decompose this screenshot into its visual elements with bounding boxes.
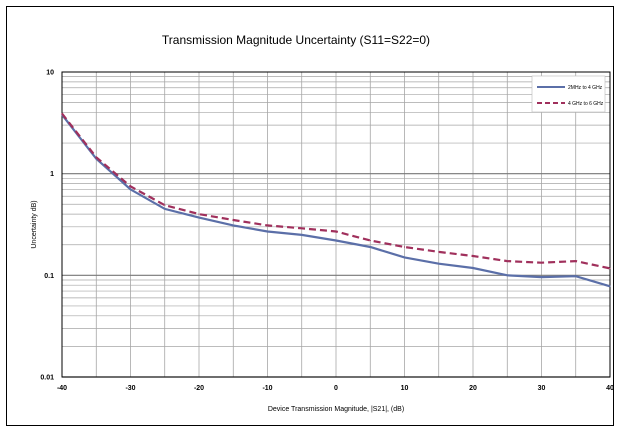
series-2-point	[575, 260, 577, 262]
series-1-point	[506, 274, 508, 276]
series-2-point	[129, 185, 132, 187]
series-2-point	[403, 246, 406, 248]
x-tick-label: 10	[401, 385, 409, 392]
legend-label-1: 2MHz to 4 GHz	[568, 85, 603, 91]
series-1-point	[540, 276, 543, 278]
grid	[61, 72, 611, 378]
series-1-point	[301, 234, 303, 236]
series-1-point	[129, 188, 132, 190]
y-axis-label: Uncertainty dB)	[31, 200, 38, 248]
x-tick-label: 40	[606, 385, 614, 392]
series-2-point	[540, 262, 543, 264]
series-2-point	[61, 113, 63, 115]
x-axis-label: Device Transmission Magnitude, |S21|, (d…	[268, 406, 404, 413]
series-1-point	[575, 275, 577, 277]
series-2-point	[164, 204, 166, 206]
series-2-point	[266, 224, 269, 226]
y-tick-label: 1	[50, 171, 54, 178]
series-2-point	[232, 219, 234, 221]
series-2-point	[198, 213, 200, 215]
y-tick-label: 0.01	[40, 375, 54, 382]
series-1-point	[335, 239, 337, 242]
series-2-point	[438, 251, 440, 253]
legend-box	[531, 75, 606, 113]
plot-area	[61, 71, 611, 378]
series-2-point	[472, 255, 474, 257]
x-tick-label: -20	[194, 385, 204, 392]
series-2-point	[506, 260, 508, 262]
series-2-point	[609, 267, 611, 269]
series-1-point	[609, 285, 611, 287]
series-1-point	[232, 224, 234, 226]
series-2-point	[301, 227, 303, 229]
y-tick-label: 0.1	[44, 273, 54, 280]
x-tick-label: 30	[538, 385, 546, 392]
series-1-point	[472, 267, 474, 269]
chart-frame	[6, 6, 614, 426]
x-tick-label: -30	[125, 385, 135, 392]
series-2-point	[369, 239, 371, 242]
chart-title: Transmission Magnitude Uncertainty (S11=…	[162, 33, 430, 47]
series-1-point	[164, 208, 166, 210]
x-tick-label: -40	[57, 385, 67, 392]
series-1-point	[266, 230, 269, 233]
y-tick-label: 10	[46, 70, 54, 77]
series-2-point	[95, 156, 97, 158]
x-tick-label: -10	[262, 385, 272, 392]
tick-labels: -40 -30 -20 -10 0 10 20 30 40 0.01 0.1 1 10	[40, 70, 614, 393]
series-2-point	[335, 230, 337, 233]
x-tick-label: 20	[469, 385, 477, 392]
legend-label-2: 4 GHz to 6 GHz	[568, 101, 604, 107]
series-1-point	[403, 256, 406, 258]
series-1-point	[438, 263, 440, 265]
series-1-point	[369, 246, 371, 248]
x-tick-label: 0	[334, 385, 338, 392]
series-1-point	[198, 217, 200, 219]
legend: 2MHz to 4 GHz 4 GHz to 6 GHz	[531, 75, 606, 113]
series-layer	[61, 112, 611, 288]
